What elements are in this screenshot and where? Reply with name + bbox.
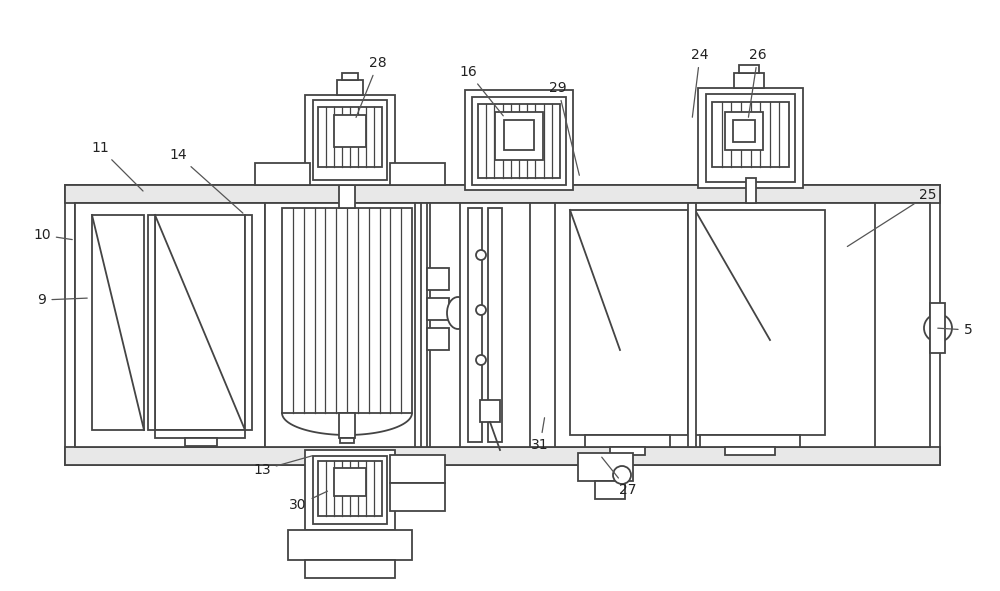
Bar [695,210,825,435]
Bar [688,203,696,447]
Circle shape [476,305,486,315]
Bar [282,208,412,413]
Bar [739,65,759,73]
Bar [570,210,688,435]
Bar [465,90,573,190]
Bar [65,185,940,203]
Text: 25: 25 [847,188,937,246]
Bar [75,203,265,447]
Text: 16: 16 [459,65,503,116]
Text: 28: 28 [356,56,387,118]
Bar [339,185,355,208]
Bar [578,453,633,481]
Bar [148,215,155,430]
Circle shape [613,466,631,484]
Bar [65,447,940,465]
Bar [460,203,530,447]
Bar [342,544,358,552]
Bar [390,455,445,483]
Bar [245,215,252,430]
Text: 5: 5 [938,323,972,337]
Text: 9: 9 [38,293,87,307]
Bar [427,298,449,320]
Bar [488,208,502,442]
Bar [155,430,245,438]
Bar [712,102,789,167]
Bar [92,215,144,430]
Bar [495,112,543,160]
Bar [255,163,310,185]
Bar [340,180,354,185]
Bar [725,447,775,455]
Bar [472,97,566,185]
Bar [337,80,363,95]
Text: 31: 31 [531,418,549,452]
Bar [427,328,449,350]
Bar [340,438,354,443]
Bar [415,203,427,447]
Text: 13: 13 [253,456,312,477]
Bar [733,120,755,142]
Bar [65,185,940,465]
Text: 26: 26 [748,48,767,117]
Text: 11: 11 [91,141,143,191]
Bar [555,203,875,447]
Bar [305,450,395,530]
Bar [339,413,355,438]
Bar [706,94,795,182]
Bar [480,400,500,422]
Text: 29: 29 [549,81,579,176]
Bar [734,73,764,88]
Circle shape [924,314,952,342]
Circle shape [476,355,486,365]
Bar [700,435,800,447]
Text: 24: 24 [691,48,709,117]
Bar [337,530,363,544]
Text: 30: 30 [289,491,327,512]
Bar [390,163,445,185]
Bar [698,88,803,188]
Bar [334,468,366,496]
Bar [725,112,763,150]
Text: 14: 14 [169,148,243,213]
Bar [305,560,395,578]
Bar [930,303,945,353]
Bar [75,203,930,447]
Bar [305,95,395,185]
Bar [342,73,358,80]
Text: 27: 27 [602,457,637,497]
Bar [155,215,245,430]
Bar [334,115,366,147]
Circle shape [476,250,486,260]
Bar [390,483,445,511]
Bar [504,120,534,150]
Bar [313,456,387,524]
Ellipse shape [447,297,469,329]
Bar [185,438,217,446]
Bar [427,268,449,290]
Bar [265,203,430,447]
Bar [595,481,625,499]
Bar [746,178,756,203]
Text: 10: 10 [33,228,72,242]
Bar [478,104,560,178]
Bar [610,447,645,455]
Bar [313,100,387,180]
Bar [318,107,382,167]
Bar [468,208,482,442]
Bar [318,461,382,516]
Bar [288,530,412,560]
Bar [585,435,670,447]
